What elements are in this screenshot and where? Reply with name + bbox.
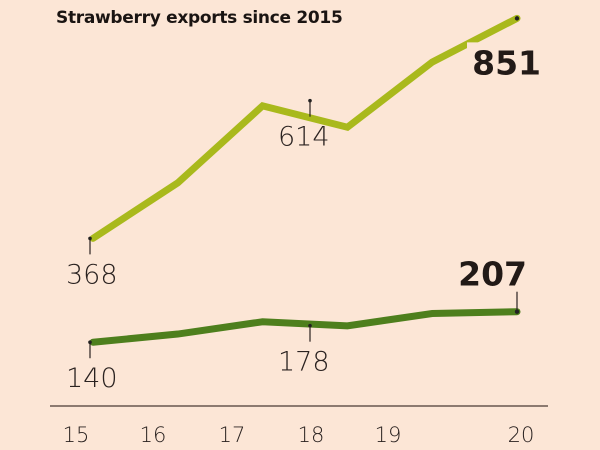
annotation-dot [514,309,520,314]
annotation-label: 140 [66,363,118,394]
x-tick-label: 19 [375,423,402,447]
annotation-dot [514,16,520,21]
x-tick-label: 20 [508,423,535,447]
annotation-dot [308,98,312,103]
annotation-label: 178 [278,347,330,378]
series-layer [89,14,521,346]
x-tick-label: 15 [63,423,90,447]
label-layer: 368 614 851 140 178 207 [66,16,543,394]
x-tick-label: 18 [298,423,325,447]
annotation-label: 207 [458,255,527,294]
series-line-lower [89,308,521,346]
chart-title: Strawberry exports since 2015 [56,8,342,28]
annotation-label: 614 [278,122,330,153]
x-tick-label: 16 [140,423,167,447]
annotation-label: 851 [472,43,541,82]
series-line-upper [89,14,521,242]
annotation-label: 368 [66,259,118,290]
x-tick-label: 17 [219,423,246,447]
annotation-mask [467,42,543,83]
x-tick-labels: 15 16 17 18 19 20 [63,423,535,447]
